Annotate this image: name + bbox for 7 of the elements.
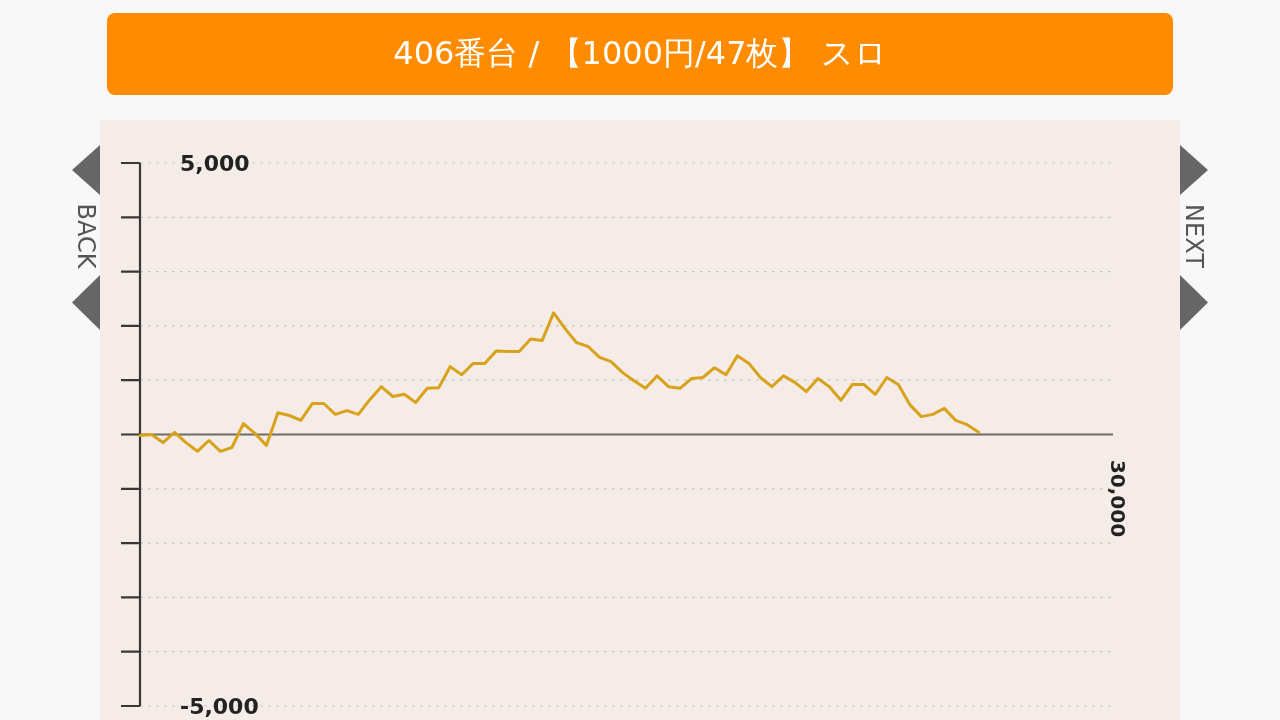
y-tick-label: -5,000 [180, 694, 259, 719]
y-tick-label: 5,000 [180, 151, 250, 176]
text: NEXT [1180, 204, 1208, 269]
text: 30,000 [1106, 459, 1130, 538]
chart-title: 406番台 / 【1000円/47枚】 スロ [393, 34, 887, 72]
line-series [138, 311, 981, 453]
text: BACK [72, 203, 100, 270]
